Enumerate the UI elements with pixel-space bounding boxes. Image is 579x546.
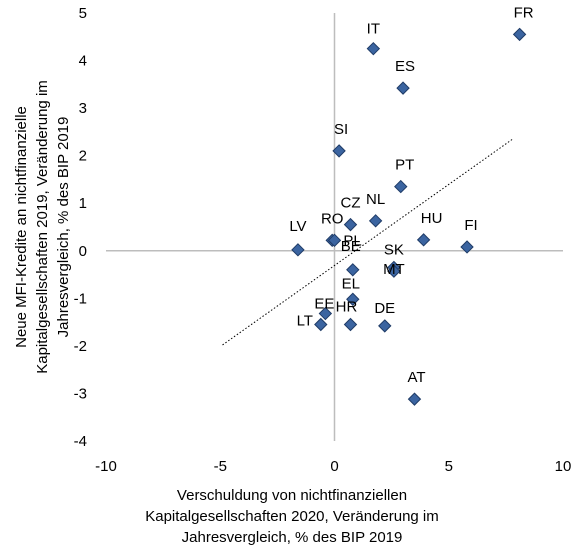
data-point-at bbox=[407, 392, 422, 406]
x-tick-label: -10 bbox=[95, 458, 117, 475]
data-point-fr bbox=[512, 27, 527, 42]
data-point-nl bbox=[368, 214, 383, 228]
data-points bbox=[291, 27, 527, 406]
data-point-si bbox=[332, 144, 346, 158]
data-point-es bbox=[396, 81, 410, 95]
point-label-cz: CZ bbox=[340, 195, 360, 212]
y-axis-title-line: Jahresvergleich, % des BIP 2019 bbox=[55, 117, 72, 338]
data-point-el bbox=[346, 292, 360, 306]
axis-titles: Verschuldung von nichtfinanziellen Kapita… bbox=[13, 80, 439, 546]
point-label-es: ES bbox=[395, 58, 415, 75]
trendline-group bbox=[222, 138, 514, 346]
x-tick-label: 0 bbox=[330, 458, 338, 475]
data-point-lv bbox=[291, 243, 305, 257]
data-point-be bbox=[346, 263, 360, 277]
y-axis-title-line: Kapitalgesellschaften 2019, Veränderung … bbox=[34, 80, 51, 374]
data-point-de bbox=[378, 319, 392, 333]
y-tick-label: 1 bbox=[79, 195, 87, 212]
data-point-lt bbox=[314, 317, 328, 332]
x-tick-label: 10 bbox=[555, 458, 572, 475]
y-tick-label: -1 bbox=[74, 290, 87, 307]
y-tick-label: -2 bbox=[74, 338, 87, 355]
y-tick-label: -4 bbox=[74, 433, 87, 450]
point-label-fr: FR bbox=[514, 4, 534, 21]
y-tick-label: 2 bbox=[79, 148, 87, 165]
point-label-si: SI bbox=[334, 121, 348, 138]
y-tick-label: 4 bbox=[79, 53, 87, 70]
point-label-nl: NL bbox=[366, 191, 385, 208]
y-tick-label: 0 bbox=[79, 243, 87, 260]
x-tick-label: 5 bbox=[445, 458, 453, 475]
x-axis-title-line: Jahresvergleich, % des BIP 2019 bbox=[182, 529, 403, 546]
point-label-de: DE bbox=[374, 300, 395, 317]
y-tick-label: 5 bbox=[79, 5, 87, 22]
data-point-pt bbox=[394, 179, 408, 194]
y-tick-label: -3 bbox=[74, 385, 87, 402]
trendline bbox=[222, 138, 514, 346]
x-axis-title-line: Kapitalgesellschaften 2020, Veränderung … bbox=[145, 508, 439, 525]
data-point-hr bbox=[343, 317, 358, 332]
point-label-fi: FI bbox=[464, 217, 477, 234]
point-label-mt: MT bbox=[383, 261, 405, 278]
point-label-ro: RO bbox=[321, 210, 344, 227]
x-axis-title-line: Verschuldung von nichtfinanziellen bbox=[177, 487, 407, 504]
point-label-hu: HU bbox=[421, 210, 443, 227]
data-point-ee bbox=[318, 306, 333, 321]
x-tick-label: -5 bbox=[214, 458, 227, 475]
data-point-it bbox=[366, 41, 381, 56]
point-label-sk: SK bbox=[384, 241, 404, 258]
data-point-hu bbox=[416, 233, 431, 247]
point-label-lv: LV bbox=[289, 218, 306, 235]
point-label-pt: PT bbox=[395, 157, 414, 174]
point-label-it: IT bbox=[367, 21, 380, 38]
point-label-lt: LT bbox=[297, 312, 313, 329]
point-label-hr: HR bbox=[336, 298, 358, 315]
point-label-pl: PL bbox=[343, 232, 361, 249]
point-label-be: BE bbox=[341, 238, 361, 255]
y-tick-label: 3 bbox=[79, 100, 87, 117]
data-point-cz bbox=[343, 217, 358, 232]
y-axis-title-line: Neue MFI-Kredite an nichtfinanzielle bbox=[13, 106, 30, 348]
data-point-pl bbox=[327, 233, 342, 248]
point-label-ee: EE bbox=[314, 296, 334, 313]
data-point-fi bbox=[460, 240, 474, 254]
axes bbox=[106, 13, 563, 441]
point-label-at: AT bbox=[407, 369, 425, 386]
point-label-el: EL bbox=[342, 275, 360, 292]
data-point-mt bbox=[387, 264, 401, 278]
